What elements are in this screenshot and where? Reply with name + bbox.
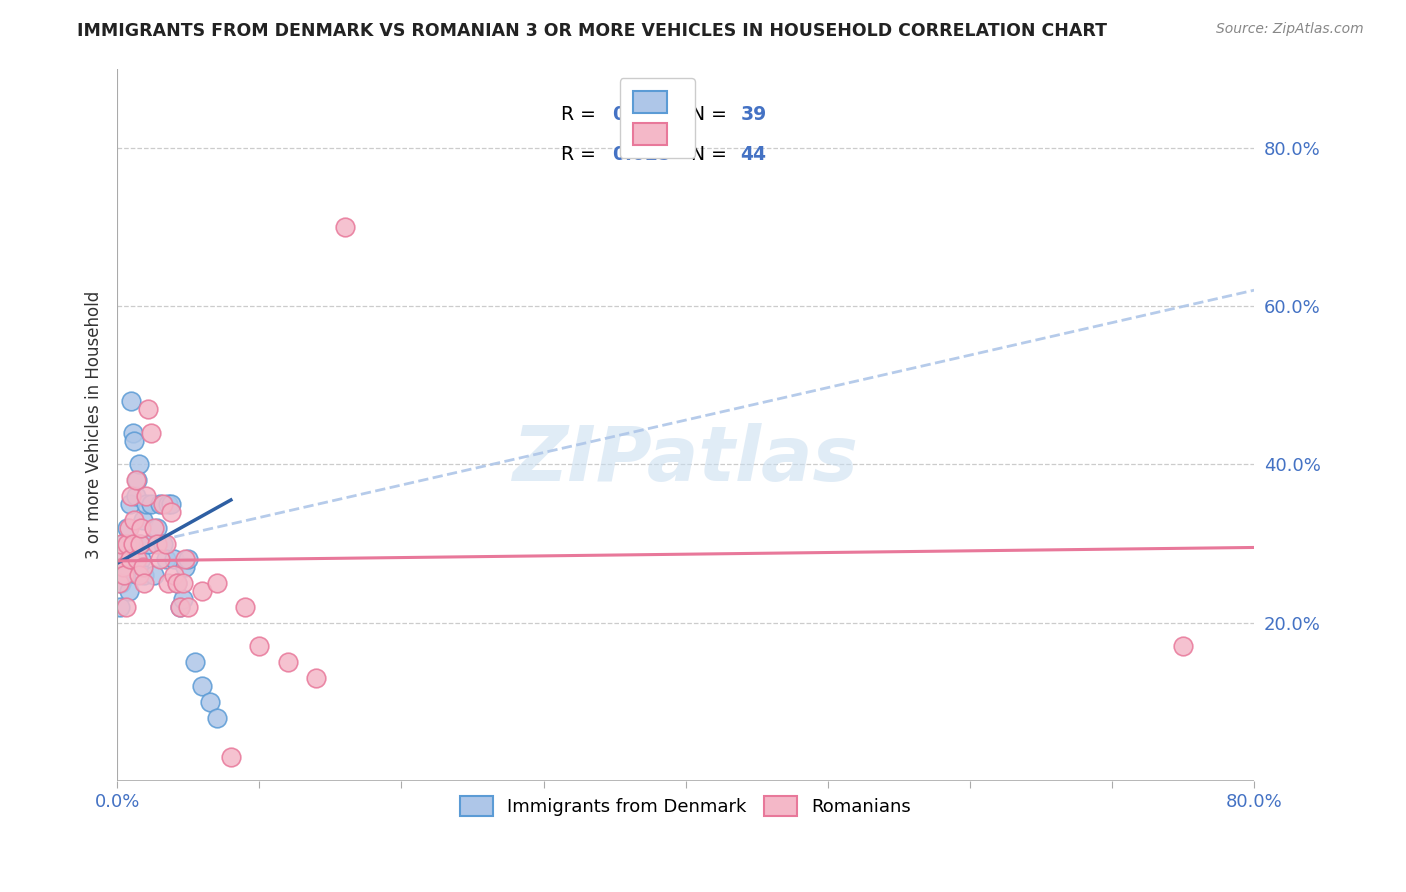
Point <box>128 568 150 582</box>
Point <box>135 489 157 503</box>
Point <box>114 599 136 614</box>
Point <box>131 521 153 535</box>
Point <box>191 584 214 599</box>
Text: 39: 39 <box>740 105 766 124</box>
Point <box>146 521 169 535</box>
Point <box>333 219 356 234</box>
Point <box>110 576 132 591</box>
Point <box>125 473 148 487</box>
Point <box>134 568 156 582</box>
Point <box>169 599 191 614</box>
Point <box>174 560 197 574</box>
Point <box>131 552 153 566</box>
Point <box>132 513 155 527</box>
Point <box>146 536 169 550</box>
Text: Source: ZipAtlas.com: Source: ZipAtlas.com <box>1216 22 1364 37</box>
Point <box>108 552 131 566</box>
Point <box>166 576 188 591</box>
Point <box>247 640 270 654</box>
Point <box>112 568 135 582</box>
Point <box>120 394 142 409</box>
Point <box>184 655 207 669</box>
Point <box>155 536 177 550</box>
Point <box>141 497 163 511</box>
Point <box>107 576 129 591</box>
Point <box>177 599 200 614</box>
Point <box>177 552 200 566</box>
Point <box>135 497 157 511</box>
Point <box>166 576 188 591</box>
Point <box>149 497 172 511</box>
Point <box>114 568 136 582</box>
Text: 44: 44 <box>740 145 766 163</box>
Point <box>163 568 186 582</box>
Point <box>141 425 163 440</box>
Point <box>111 560 134 574</box>
Point <box>117 584 139 599</box>
Text: N =: N = <box>692 145 733 163</box>
Point <box>129 536 152 550</box>
Point <box>122 434 145 448</box>
Point <box>111 536 134 550</box>
Point <box>143 521 166 535</box>
Point <box>191 679 214 693</box>
Y-axis label: 3 or more Vehicles in Household: 3 or more Vehicles in Household <box>86 291 103 559</box>
Point <box>143 568 166 582</box>
Text: ZIPatlas: ZIPatlas <box>513 424 859 498</box>
Point <box>115 521 138 535</box>
Point <box>129 536 152 550</box>
Point <box>124 489 146 503</box>
Text: 0.144: 0.144 <box>612 105 671 124</box>
Point <box>110 536 132 550</box>
Point <box>125 552 148 566</box>
Point <box>160 505 183 519</box>
Point <box>1171 640 1194 654</box>
Point <box>138 536 160 550</box>
Point <box>121 536 143 550</box>
Text: R =: R = <box>561 105 602 124</box>
Point <box>138 401 160 416</box>
Point <box>198 695 221 709</box>
Point <box>134 576 156 591</box>
Point <box>157 497 180 511</box>
Point <box>132 560 155 574</box>
Point <box>205 711 228 725</box>
Point <box>155 552 177 566</box>
Point <box>115 536 138 550</box>
Point <box>305 671 328 685</box>
Point <box>233 599 256 614</box>
Point <box>124 473 146 487</box>
Point <box>169 599 191 614</box>
Point <box>174 552 197 566</box>
Text: N =: N = <box>692 105 733 124</box>
Point <box>118 497 141 511</box>
Point <box>152 497 174 511</box>
Point <box>120 489 142 503</box>
Point <box>122 513 145 527</box>
Point <box>172 591 194 606</box>
Point <box>117 521 139 535</box>
Text: 0.025: 0.025 <box>612 145 671 163</box>
Point <box>277 655 299 669</box>
Point <box>149 552 172 566</box>
Point <box>152 536 174 550</box>
Point <box>219 750 242 764</box>
Point <box>108 599 131 614</box>
Legend: Immigrants from Denmark, Romanians: Immigrants from Denmark, Romanians <box>451 787 920 825</box>
Point <box>172 576 194 591</box>
Point <box>128 458 150 472</box>
Text: R =: R = <box>561 145 602 163</box>
Point <box>107 560 129 574</box>
Point <box>118 552 141 566</box>
Point <box>112 552 135 566</box>
Point <box>157 576 180 591</box>
Text: IMMIGRANTS FROM DENMARK VS ROMANIAN 3 OR MORE VEHICLES IN HOUSEHOLD CORRELATION : IMMIGRANTS FROM DENMARK VS ROMANIAN 3 OR… <box>77 22 1108 40</box>
Point <box>163 552 186 566</box>
Point <box>160 497 183 511</box>
Point <box>121 425 143 440</box>
Point <box>205 576 228 591</box>
